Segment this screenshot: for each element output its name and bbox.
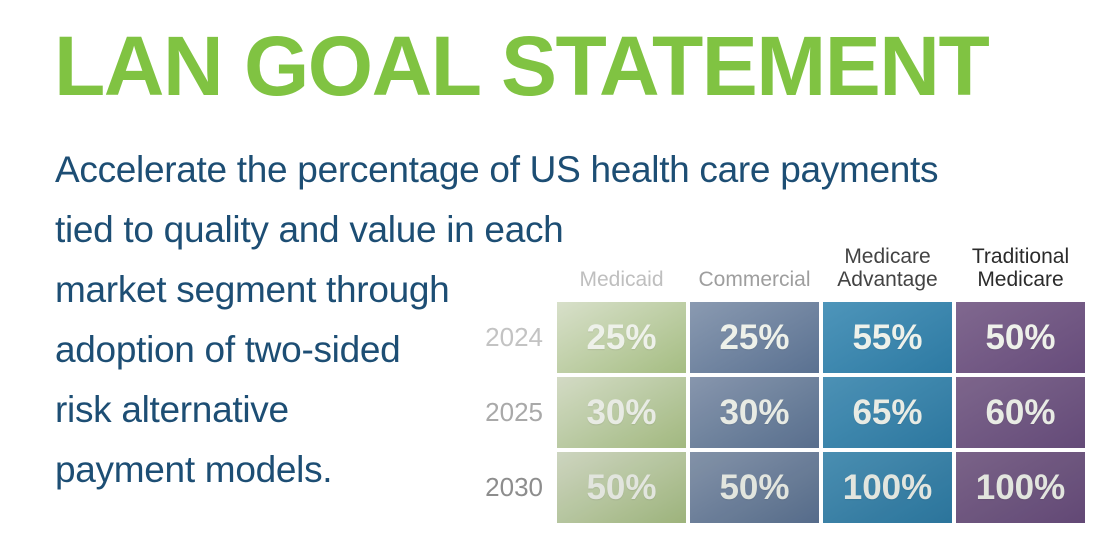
- table-cell-2025-medicaid: 30%: [557, 377, 686, 448]
- column-header-traditional-medicare: Traditional Medicare: [971, 245, 1070, 291]
- table-corner-spacer: [478, 246, 553, 298]
- table-cell-2030-medicare-advantage: 100%: [823, 452, 952, 523]
- table-cell-2024-medicaid: 25%: [557, 302, 686, 373]
- row-label-2030: 2030: [485, 472, 543, 502]
- column-header-medicaid: Medicaid: [579, 268, 664, 291]
- table-cell-2024-commercial: 25%: [690, 302, 819, 373]
- goal-statement-line: market segment through: [55, 269, 450, 310]
- table-cell-2030-commercial: 50%: [690, 452, 819, 523]
- row-label-2025: 2025: [485, 397, 543, 427]
- table-cell-2030-medicaid: 50%: [557, 452, 686, 523]
- table-cell-2025-traditional-medicare: 60%: [956, 377, 1085, 448]
- goal-statement-line: tied to quality and value in each: [55, 209, 564, 250]
- column-header-commercial: Commercial: [698, 268, 811, 291]
- table-cell-2024-medicare-advantage: 55%: [823, 302, 952, 373]
- goal-statement-line: risk alternative: [55, 389, 289, 430]
- goal-statement-paragraph: Accelerate the percentage of US health c…: [55, 140, 985, 500]
- column-header-medicare-advantage: Medicare Advantage: [837, 245, 938, 291]
- goal-statement-line: Accelerate the percentage of US health c…: [55, 149, 939, 190]
- row-label-2024: 2024: [485, 322, 543, 352]
- targets-table: Medicaid Commercial Medicare Advantage T…: [478, 245, 1085, 523]
- table-cell-2025-medicare-advantage: 65%: [823, 377, 952, 448]
- table-cell-2025-commercial: 30%: [690, 377, 819, 448]
- table-cell-2030-traditional-medicare: 100%: [956, 452, 1085, 523]
- table-cell-2024-traditional-medicare: 50%: [956, 302, 1085, 373]
- goal-statement-line: adoption of two-sided: [55, 329, 401, 370]
- goal-statement-line: payment models.: [55, 449, 333, 490]
- page-title: LAN GOAL STATEMENT: [54, 19, 990, 113]
